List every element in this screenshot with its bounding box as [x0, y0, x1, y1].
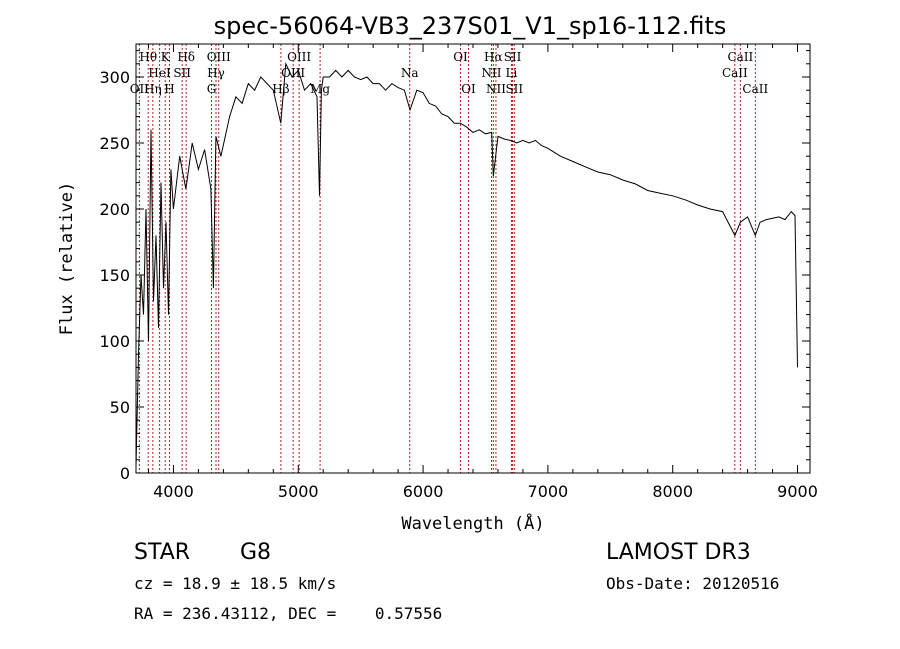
marker-label-13: OIII	[281, 66, 305, 80]
y-tick-label-300: 300	[99, 68, 130, 87]
spectrum-line	[135, 61, 798, 467]
marker-label-1: OII	[130, 82, 150, 96]
x-tick-label-6000: 6000	[403, 482, 444, 501]
x-tick-label-7000: 7000	[528, 482, 569, 501]
marker-label-19: Hα	[484, 50, 503, 64]
y-tick-label-200: 200	[99, 200, 130, 219]
marker-label-26: CaII	[742, 82, 768, 96]
marker-label-22: Li	[506, 66, 518, 80]
y-tick-label-0: 0	[120, 464, 130, 483]
marker-label-7: Hδ	[177, 50, 195, 64]
plot-frame	[135, 43, 811, 474]
marker-label-23: SII	[505, 82, 523, 96]
x-tick-label-4000: 4000	[153, 482, 194, 501]
marker-label-24: CaII	[722, 66, 748, 80]
survey-name: LAMOST DR3	[606, 540, 751, 565]
marker-label-17: OI	[461, 82, 476, 96]
marker-label-20: NII	[486, 82, 506, 96]
marker-label-5: H	[164, 82, 174, 96]
marker-label-3: HeI	[148, 66, 171, 80]
marker-label-0: Hθ	[139, 50, 157, 64]
y-tick-label-100: 100	[99, 332, 130, 351]
marker-label-9: OIII	[207, 50, 231, 64]
marker-label-11: Hβ	[272, 82, 289, 96]
chart-title: spec-56064-VB3_237S01_V1_sp16-112.fits	[214, 12, 727, 40]
y-tick-label-250: 250	[99, 134, 130, 153]
y-tick-label-50: 50	[110, 398, 130, 417]
x-tick-label-8000: 8000	[652, 482, 693, 501]
object-subclass: G8	[240, 540, 272, 565]
obs-date: Obs-Date: 20120516	[606, 574, 780, 593]
x-tick-label-5000: 5000	[278, 482, 319, 501]
marker-label-12: OIII	[287, 50, 311, 64]
y-axis-label: Flux (relative)	[57, 182, 77, 336]
marker-label-18: NII	[481, 66, 501, 80]
redshift-value: cz = 18.9 ± 18.5 km/s	[134, 574, 337, 593]
y-tick-label-150: 150	[99, 266, 130, 285]
marker-label-14: Mg	[310, 82, 330, 96]
marker-label-21: SII	[504, 50, 522, 64]
x-axis-label: Wavelength (Å)	[401, 512, 544, 534]
marker-label-2: Hη	[144, 82, 162, 96]
marker-label-4: K	[161, 50, 171, 64]
marker-label-6: SII	[173, 66, 191, 80]
marker-label-15: Na	[401, 66, 419, 80]
marker-label-8: G	[207, 82, 217, 96]
marker-label-10: Hγ	[207, 66, 225, 80]
marker-label-16: OI	[453, 50, 468, 64]
marker-label-25: CaII	[727, 50, 753, 64]
coordinates: RA = 236.43112, DEC = 0.57556	[134, 604, 443, 623]
object-class: STAR	[134, 540, 191, 565]
x-tick-label-9000: 9000	[777, 482, 818, 501]
